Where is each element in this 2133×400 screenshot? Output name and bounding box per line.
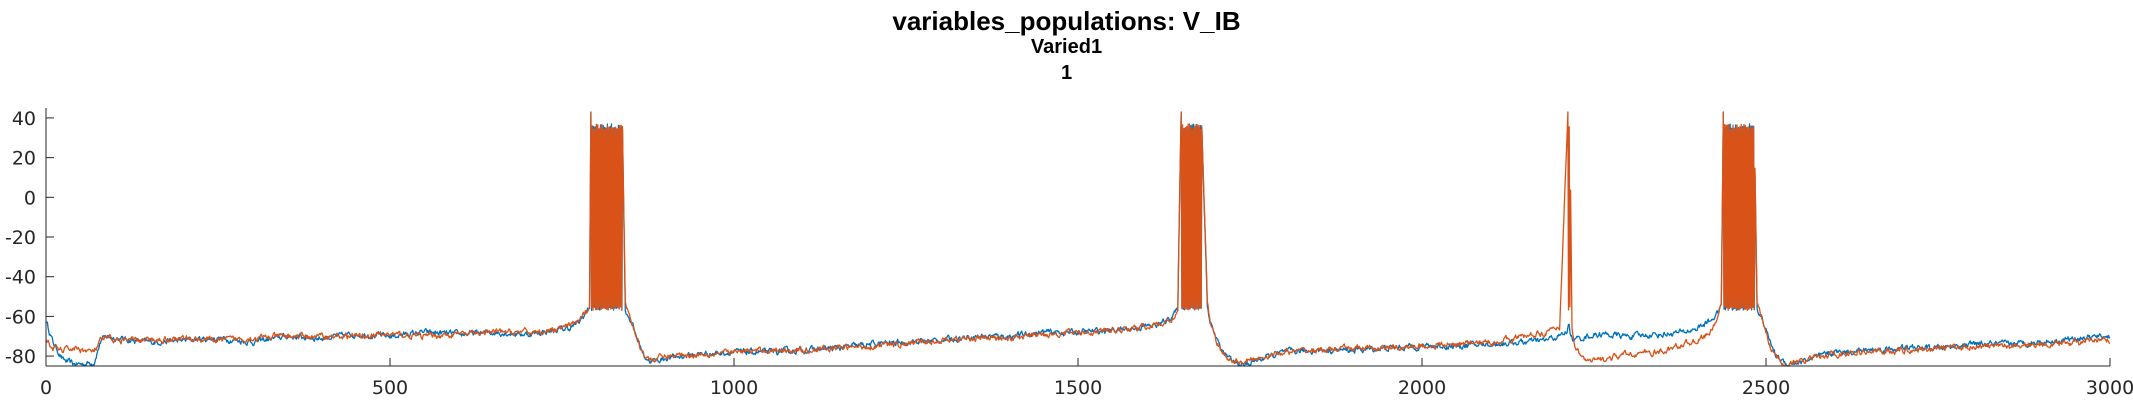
y-tick-label: 20 — [12, 148, 36, 170]
x-tick-label: 500 — [372, 377, 408, 399]
x-tick-label: 2500 — [1742, 377, 1790, 399]
x-tick-label: 1500 — [1054, 377, 1102, 399]
y-tick-label: -40 — [5, 267, 36, 289]
series-layer — [45, 111, 2111, 367]
chart-subtitle: Varied1 — [1030, 36, 1103, 58]
chart-subtitle-2: 1 — [1060, 62, 1073, 84]
y-tick-label: -20 — [5, 227, 36, 249]
axes-layer: 0 500 1000 1500 2000 2500 3000 -80 -60 -40 -20 0 20 4… — [5, 108, 2133, 399]
series-line-1 — [45, 111, 2111, 367]
series-line-2 — [45, 111, 2111, 367]
x-tick-label: 2000 — [1398, 377, 1446, 399]
x-tick-label: 3000 — [2086, 377, 2133, 399]
x-tick-label: 0 — [40, 377, 52, 399]
y-tick-label: 40 — [12, 108, 36, 130]
x-tick-label: 1000 — [710, 377, 758, 399]
y-tick-label: -60 — [5, 306, 36, 328]
y-tick-label: -80 — [5, 346, 36, 368]
chart-title: variables_populations: V_IB — [892, 6, 1241, 36]
y-tick-label: 0 — [24, 187, 36, 209]
